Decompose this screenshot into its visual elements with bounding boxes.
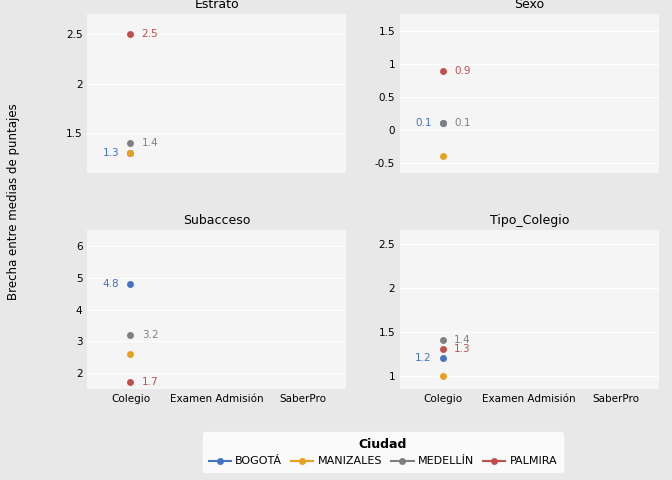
Text: 4.8: 4.8: [103, 279, 119, 289]
Text: 0.1: 0.1: [415, 118, 431, 128]
Text: 1.3: 1.3: [454, 344, 471, 354]
Text: 0.9: 0.9: [454, 65, 470, 75]
Text: Estrato: Estrato: [194, 0, 239, 11]
Text: 0.1: 0.1: [454, 118, 470, 128]
Text: 1.2: 1.2: [415, 353, 431, 363]
Text: 2.5: 2.5: [142, 29, 159, 39]
Legend: BOGOTÁ, MANIZALES, MEDELLÍN, PALMIRA: BOGOTÁ, MANIZALES, MEDELLÍN, PALMIRA: [203, 432, 563, 472]
Text: Subacceso: Subacceso: [183, 214, 251, 227]
Text: 1.3: 1.3: [103, 148, 119, 158]
Text: 3.2: 3.2: [142, 330, 159, 340]
Text: Sexo: Sexo: [514, 0, 544, 11]
Text: 1.7: 1.7: [142, 377, 159, 387]
Text: 1.4: 1.4: [142, 138, 159, 148]
Text: Tipo_Colegio: Tipo_Colegio: [489, 214, 569, 227]
Text: 1.4: 1.4: [454, 336, 471, 346]
Text: Brecha entre medias de puntajes: Brecha entre medias de puntajes: [7, 103, 20, 300]
